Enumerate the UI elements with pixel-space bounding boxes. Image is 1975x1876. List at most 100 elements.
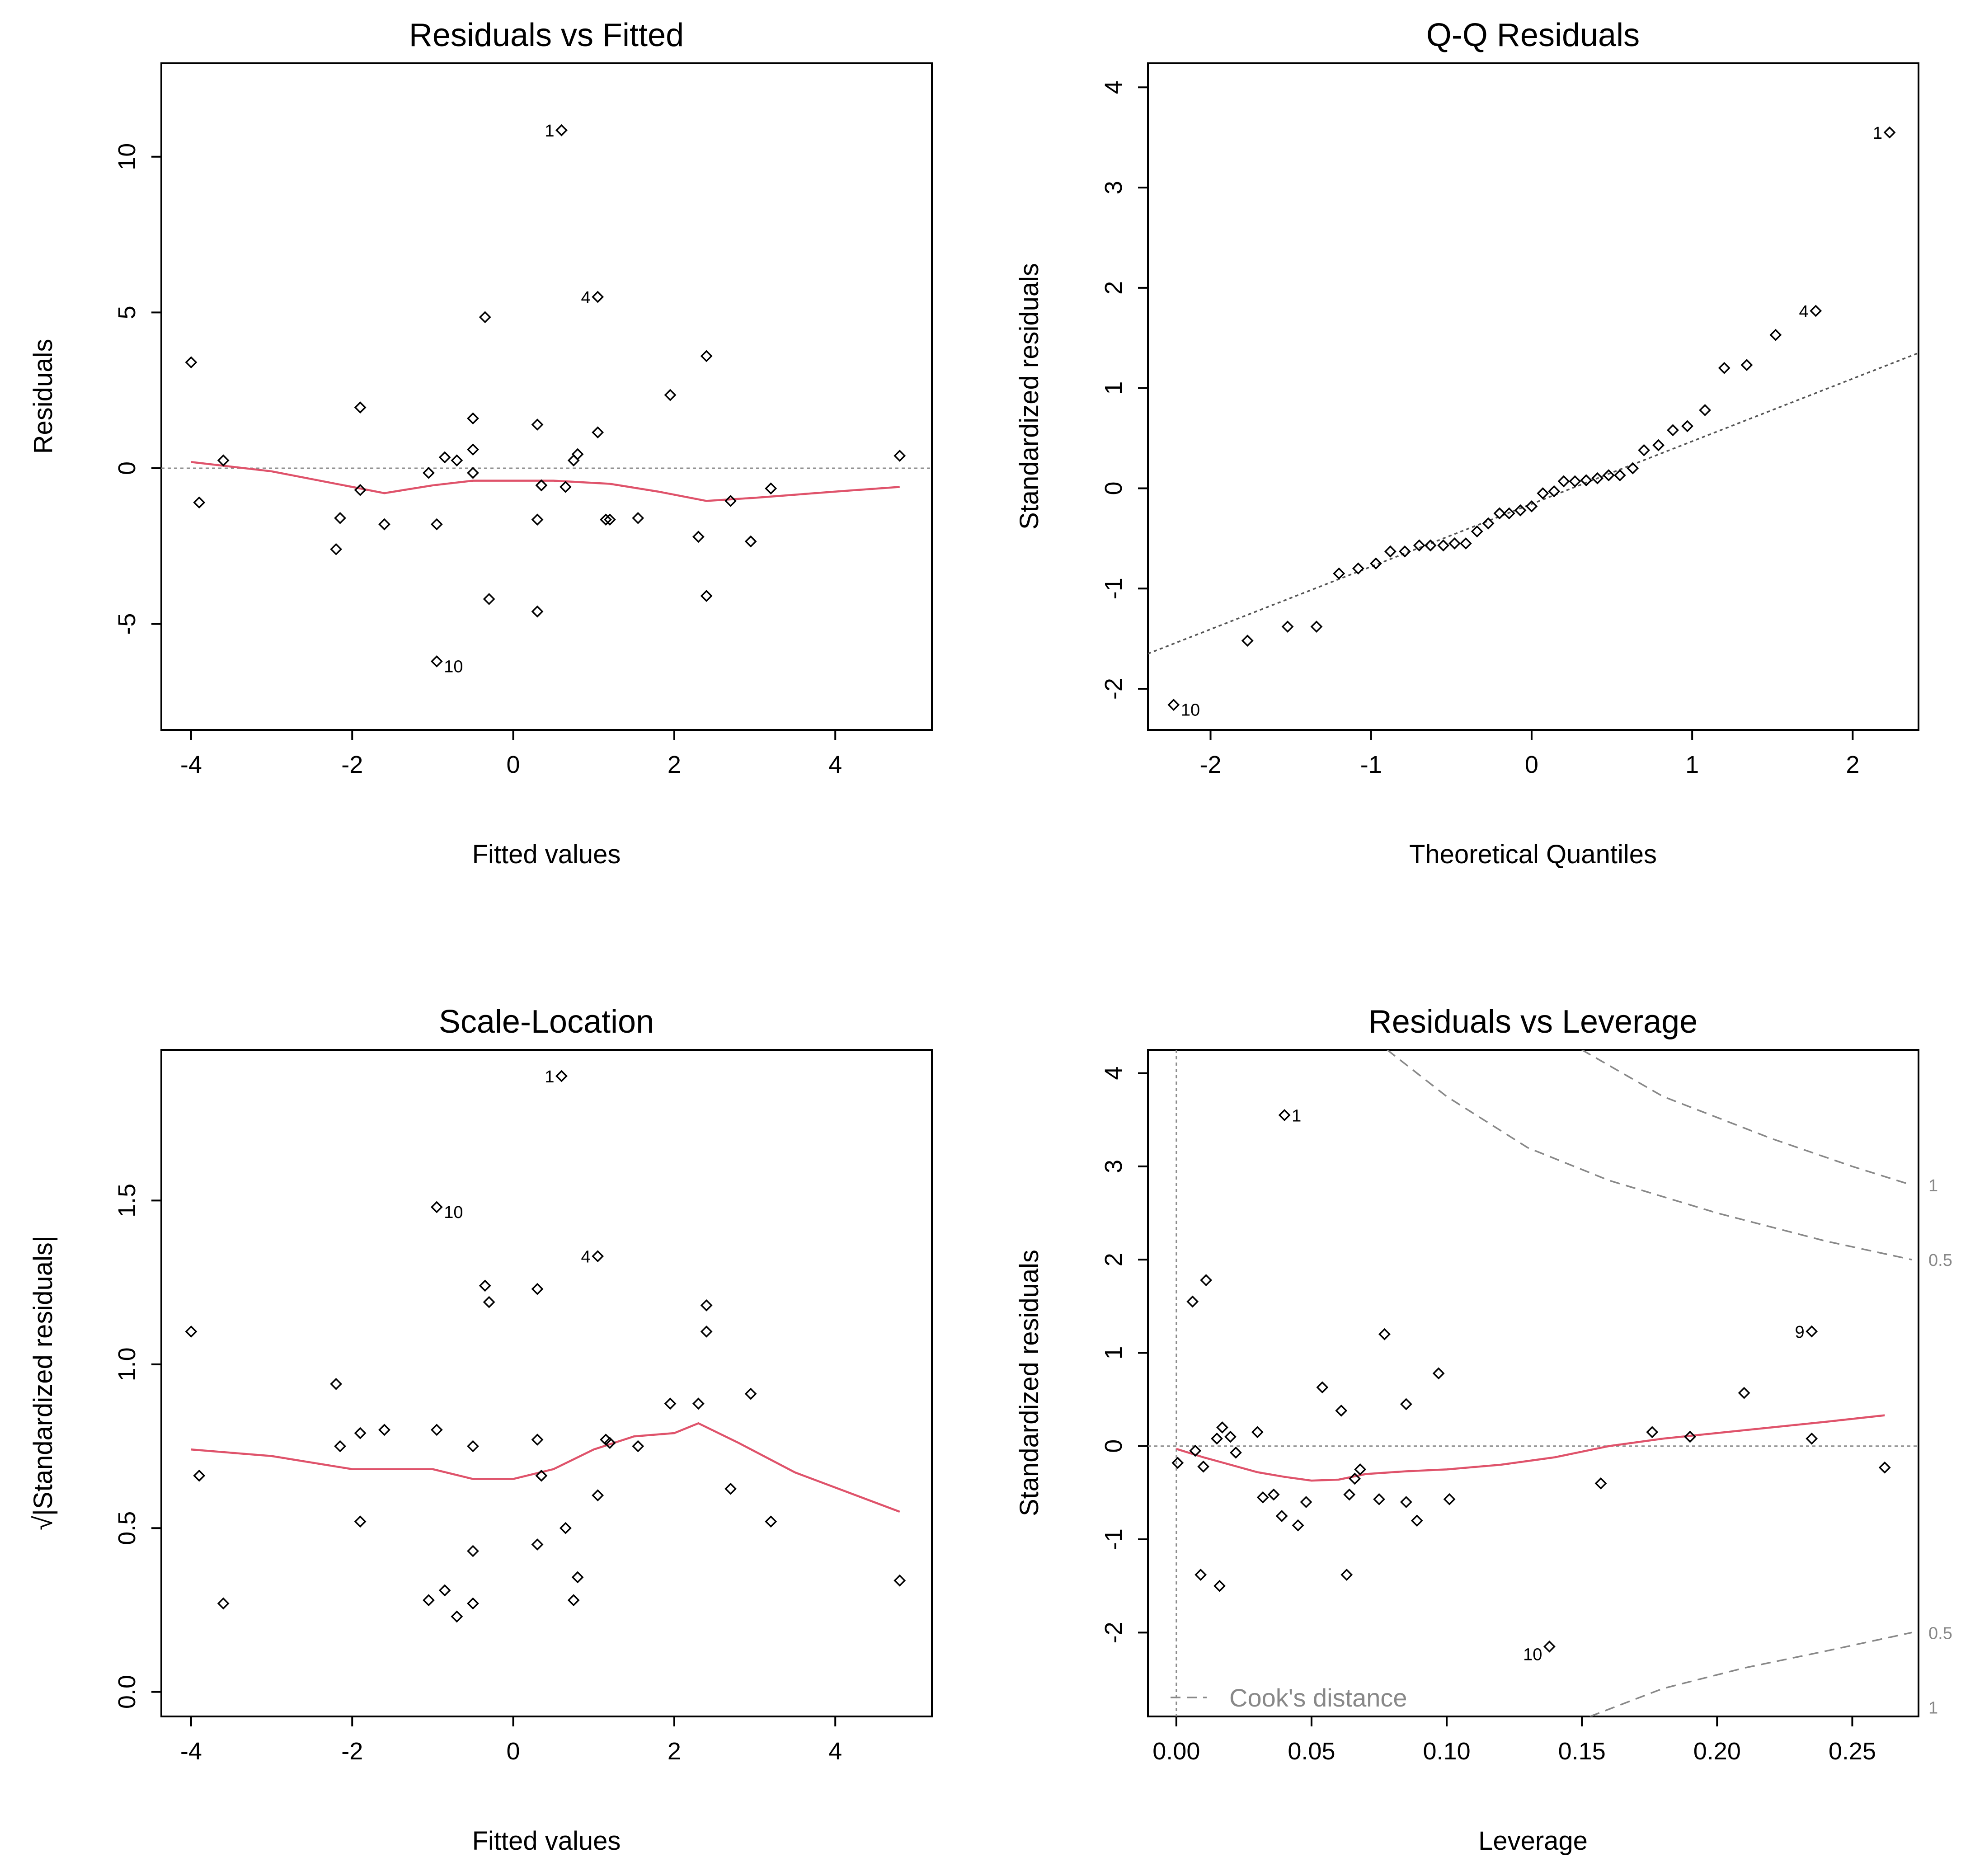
xlabel-sl: Fitted values — [472, 1826, 621, 1856]
x-tick-label: -2 — [1200, 751, 1222, 778]
y-tick-label: 4 — [1100, 80, 1127, 94]
data-point — [1292, 1519, 1304, 1532]
y-tick-label: -2 — [1100, 678, 1127, 700]
cooks-level-label: 0.5 — [1928, 1624, 1952, 1643]
y-tick-label: -1 — [1100, 578, 1127, 599]
data-point — [1200, 1274, 1213, 1286]
x-tick-label: 2 — [668, 1738, 681, 1765]
data-point — [1594, 1477, 1607, 1490]
data-point — [1213, 1580, 1226, 1592]
data-point — [430, 1424, 443, 1436]
point-label: 4 — [581, 288, 590, 307]
data-point — [1437, 539, 1449, 552]
data-point — [765, 1515, 777, 1528]
plot-area-rvl: 0.00 0.05 0.10 0.15 0.20 0.25 -2 -1 0 1 2 3 4 1 10 9 1 0.… — [1100, 1050, 1952, 1765]
x-tick-label: 2 — [1846, 751, 1859, 778]
data-point — [1373, 1493, 1385, 1505]
data-point — [467, 1440, 479, 1453]
y-tick-label: 2 — [1100, 1253, 1127, 1266]
data-point — [632, 1440, 644, 1453]
x-tick-label: 0 — [507, 1738, 520, 1765]
y-tick-label: 1 — [1100, 1346, 1127, 1359]
data-point — [1543, 1640, 1556, 1653]
plot-inner — [1148, 1050, 1919, 1716]
data-point — [1186, 1295, 1199, 1308]
data-point — [1216, 1421, 1228, 1434]
data-point — [1256, 1491, 1269, 1504]
smoother-line — [1176, 1414, 1885, 1482]
y-tick-label: 10 — [113, 143, 141, 170]
data-point — [1211, 1432, 1223, 1445]
data-point — [1580, 474, 1593, 487]
data-point — [1398, 545, 1411, 558]
y-tick-label: 1.5 — [113, 1184, 141, 1218]
cooks-level-label: 1 — [1928, 1176, 1938, 1195]
title-qq-residuals: Q-Q Residuals — [1426, 17, 1640, 53]
data-point — [1883, 126, 1896, 139]
x-tick-label: 0.25 — [1829, 1738, 1876, 1765]
data-point — [467, 466, 479, 479]
y-tick-label: 3 — [1100, 181, 1127, 194]
data-point — [1740, 359, 1753, 371]
data-point — [1352, 562, 1364, 575]
data-point — [185, 1325, 198, 1338]
data-point — [692, 531, 705, 543]
plot-area-rvf: -4 -2 0 2 4 -5 0 5 10 10 1 4 — [113, 122, 932, 778]
plot-area-sl: -4 -2 0 2 4 0.0 0.5 1.0 1.5 10 1 4 — [113, 1067, 906, 1765]
data-point — [603, 1437, 616, 1449]
smoother-line — [191, 461, 900, 502]
data-point — [744, 535, 757, 548]
data-point — [531, 605, 544, 618]
plot-frame-qq — [1147, 62, 1919, 731]
data-point — [1197, 1460, 1210, 1473]
data-point — [193, 1469, 206, 1482]
data-point — [600, 513, 612, 526]
y-tick-label: -1 — [1100, 1528, 1127, 1550]
ylabel-qq: Standardized residuals — [1015, 263, 1044, 530]
data-point — [893, 1574, 906, 1587]
data-point — [354, 1515, 367, 1528]
data-point — [1482, 517, 1495, 530]
data-point — [1718, 362, 1730, 374]
data-point — [1613, 469, 1626, 482]
data-point — [535, 479, 548, 492]
point-label: 4 — [581, 1248, 590, 1267]
data-point — [217, 1597, 230, 1610]
data-point — [1275, 1510, 1288, 1522]
data-point — [451, 1610, 463, 1623]
data-point — [555, 1070, 568, 1082]
data-point — [1194, 1569, 1207, 1581]
data-point — [1343, 1488, 1356, 1501]
data-point — [1384, 545, 1397, 558]
y-tick-label: 0 — [1100, 481, 1127, 495]
plot-area-qq: -2 -1 0 1 2 -2 -1 0 1 2 3 4 10 4 1 — [1100, 80, 1919, 778]
data-point — [1646, 1426, 1659, 1439]
data-point — [571, 1571, 584, 1584]
data-point — [438, 451, 451, 464]
data-point — [1267, 1488, 1280, 1501]
data-point — [430, 1201, 443, 1213]
data-point — [378, 1424, 390, 1436]
data-point — [467, 1597, 479, 1610]
data-point — [1413, 539, 1425, 552]
data-point — [467, 1545, 479, 1557]
data-point — [1459, 537, 1472, 550]
data-point — [430, 655, 443, 668]
data-point — [1514, 504, 1527, 517]
y-tick-label: 5 — [113, 306, 141, 319]
x-tick-label: 2 — [668, 751, 681, 778]
plot-frame-rvl — [1147, 1049, 1919, 1717]
x-tick-label: 1 — [1685, 751, 1699, 778]
point-label: 10 — [1523, 1645, 1542, 1664]
ylabel-sl: √|Standardized residuals| — [28, 1236, 58, 1530]
title-residuals-vs-fitted: Residuals vs Fitted — [409, 17, 684, 53]
x-tick-label: 0.10 — [1423, 1738, 1471, 1765]
data-point — [479, 311, 491, 324]
data-point — [724, 1482, 737, 1495]
data-point — [1424, 539, 1437, 552]
data-point — [592, 1250, 604, 1263]
data-point — [217, 454, 230, 467]
data-point — [692, 1397, 705, 1410]
data-point — [354, 401, 367, 414]
point-label: 1 — [545, 122, 554, 141]
